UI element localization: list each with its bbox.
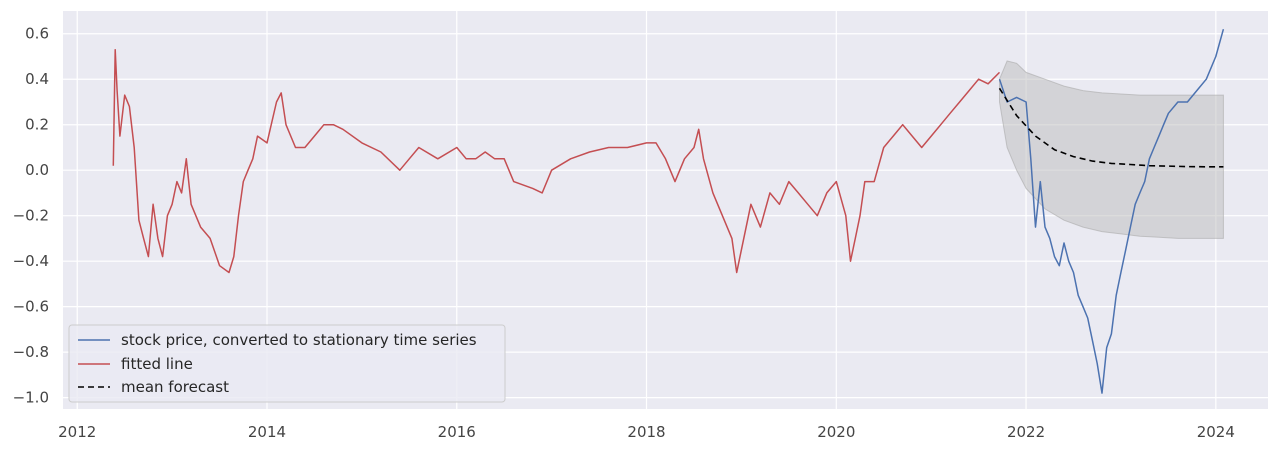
x-tick-label: 2018 [627,423,665,441]
x-tick-label: 2014 [248,423,286,441]
series-line-stock-price [998,28,1225,394]
y-tick-label: 0.0 [25,161,49,179]
y-tick-label: −0.4 [13,252,49,270]
series-line-mean-forecast [998,87,1224,168]
legend-label-stock-price: stock price, converted to stationary tim… [121,331,477,349]
y-tick-label: 0.6 [25,25,49,43]
x-tick-label: 2012 [58,423,96,441]
y-tick-label: −0.2 [13,207,49,225]
series-lines [112,28,1225,394]
series-line-fitted-line [112,48,1001,274]
y-tick-label: 0.4 [25,70,49,88]
x-tick-label: 2022 [1007,423,1045,441]
legend-label-mean-forecast: mean forecast [121,378,229,396]
x-tick-label: 2016 [438,423,476,441]
y-tick-label: −0.6 [13,298,49,316]
y-tick-label: 0.2 [25,116,49,134]
legend: stock price, converted to stationary tim… [68,324,506,403]
x-tick-label: 2024 [1197,423,1235,441]
y-axis-tick-labels: 0.6 0.4 0.2 0.0 −0.2 −0.4 −0.6 −0.8 −1.0 [13,25,49,407]
y-tick-label: −1.0 [13,389,49,407]
y-tick-label: −0.8 [13,343,49,361]
legend-label-fitted-line: fitted line [121,355,193,373]
legend-box [68,324,506,403]
x-axis-tick-labels: 2012 2014 2016 2018 2020 2022 2024 [58,423,1235,441]
x-tick-label: 2020 [817,423,855,441]
